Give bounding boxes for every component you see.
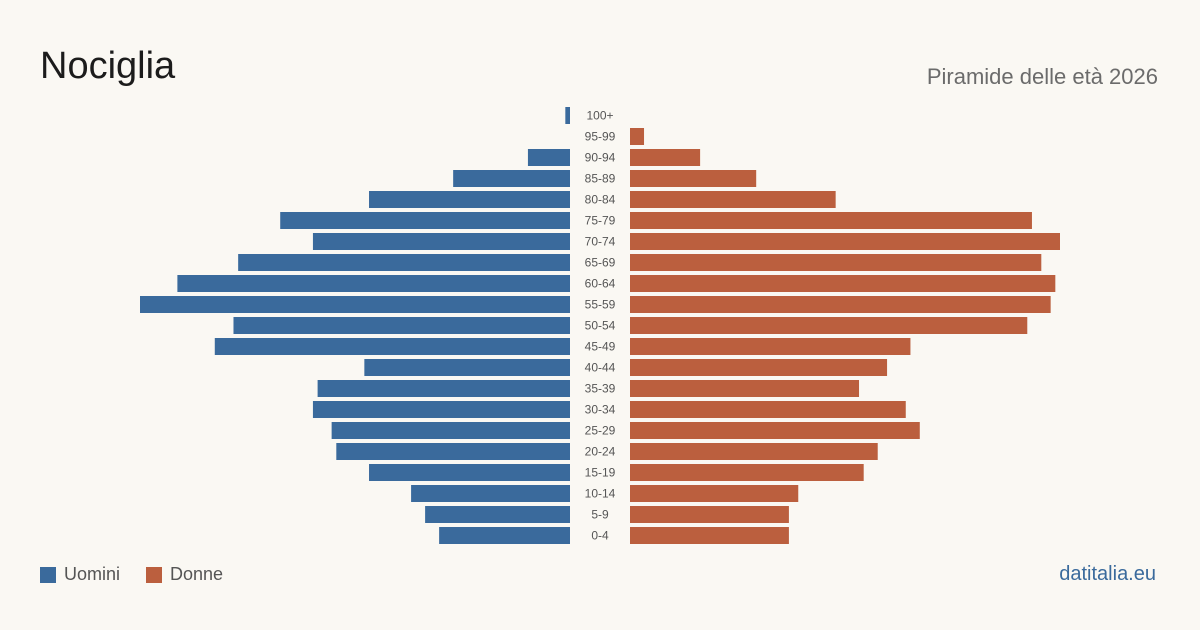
legend-swatch-women (146, 566, 163, 583)
age-label-75-79: 75-79 (585, 214, 616, 228)
chart-title: Nociglia (40, 45, 176, 87)
bar-men-85-89 (453, 170, 570, 187)
legend-item-women: Donne (146, 564, 223, 585)
bar-men-50-54 (233, 317, 570, 334)
bar-women-25-29 (630, 422, 920, 439)
bar-women-80-84 (630, 191, 836, 208)
bar-women-40-44 (630, 359, 888, 376)
age-label-35-39: 35-39 (585, 382, 616, 396)
bar-men-80-84 (369, 191, 570, 208)
legend-label-men: Uomini (64, 564, 121, 584)
age-label-65-69: 65-69 (585, 256, 616, 270)
age-label-20-24: 20-24 (585, 445, 616, 459)
legend-label-women: Donne (170, 564, 224, 584)
bar-men-25-29 (331, 422, 570, 439)
bar-women-10-14 (630, 485, 799, 502)
bar-women-85-89 (630, 170, 757, 187)
bar-men-60-64 (177, 275, 571, 292)
bar-men-40-44 (364, 359, 570, 376)
bar-women-75-79 (630, 212, 1032, 229)
chart-subtitle: Piramide delle età 2026 (926, 64, 1158, 89)
age-label-5-9: 5-9 (591, 508, 609, 522)
bar-women-65-69 (630, 254, 1042, 271)
bar-women-60-64 (630, 275, 1056, 292)
bar-women-95-99 (630, 128, 645, 145)
bar-women-90-94 (630, 149, 701, 166)
bar-women-70-74 (630, 233, 1060, 250)
bar-women-45-49 (630, 338, 911, 355)
age-label-50-54: 50-54 (585, 319, 616, 333)
bar-men-15-19 (369, 464, 570, 481)
bar-men-65-69 (238, 254, 571, 271)
bar-men-100+ (565, 107, 570, 124)
age-label-80-84: 80-84 (585, 193, 616, 207)
bar-men-20-24 (336, 443, 570, 460)
age-label-30-34: 30-34 (585, 403, 616, 417)
bar-men-70-74 (312, 233, 570, 250)
age-label-15-19: 15-19 (585, 466, 616, 480)
bar-men-45-49 (214, 338, 571, 355)
legend-swatch-men (40, 566, 56, 583)
bar-men-30-34 (312, 401, 570, 418)
bar-men-35-39 (317, 380, 570, 397)
bar-women-20-24 (630, 443, 878, 460)
age-label-0-4: 0-4 (591, 529, 609, 543)
legend: Uomini Donne (40, 564, 223, 585)
bar-women-35-39 (630, 380, 860, 397)
bar-women-0-4 (630, 527, 789, 544)
bar-women-50-54 (630, 317, 1028, 334)
bar-men-55-59 (140, 296, 570, 313)
age-label-70-74: 70-74 (585, 235, 616, 249)
bar-men-75-79 (280, 212, 570, 229)
bar-women-30-34 (630, 401, 906, 418)
age-label-60-64: 60-64 (585, 277, 616, 291)
bar-men-5-9 (425, 506, 570, 523)
age-label-40-44: 40-44 (585, 361, 616, 375)
site-link[interactable]: datitalia.eu (1059, 563, 1156, 585)
age-label-95-99: 95-99 (585, 130, 616, 144)
bar-men-90-94 (527, 149, 570, 166)
bar-men-10-14 (411, 485, 570, 502)
age-label-85-89: 85-89 (585, 172, 616, 186)
age-label-100+: 100+ (586, 109, 613, 123)
bar-women-5-9 (630, 506, 789, 523)
legend-item-men: Uomini (40, 564, 120, 585)
age-label-25-29: 25-29 (585, 424, 616, 438)
age-label-10-14: 10-14 (585, 487, 616, 501)
age-label-55-59: 55-59 (585, 298, 616, 312)
bar-women-55-59 (630, 296, 1051, 313)
age-label-90-94: 90-94 (585, 151, 616, 165)
age-label-45-49: 45-49 (585, 340, 616, 354)
bar-men-0-4 (439, 527, 570, 544)
population-pyramid-chart: 100+ 95-99 90-94 85-89 80-84 75-79 70-74 65-69 6… (140, 107, 1060, 544)
bar-women-15-19 (630, 464, 864, 481)
